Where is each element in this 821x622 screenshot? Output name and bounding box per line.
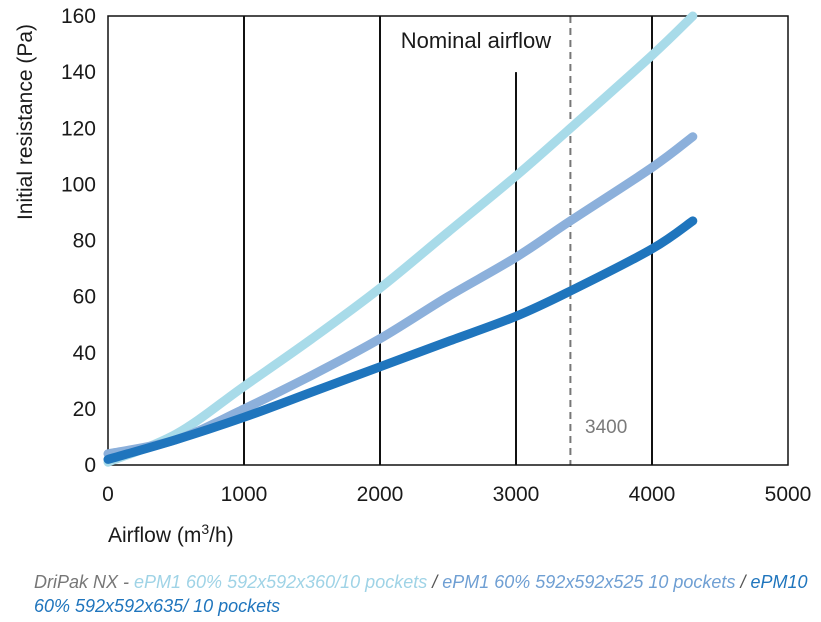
x-tick-label: 1000 xyxy=(221,483,268,506)
x-tick-label: 4000 xyxy=(629,483,676,506)
x-axis-title-end: /h) xyxy=(209,524,234,547)
y-tick-label: 60 xyxy=(73,286,96,309)
x-axis-title-sup: 3 xyxy=(201,521,209,537)
tick-labels: 0 1000 2000 3000 4000 5000 0 20 40 60 80 100 120 140 1… xyxy=(61,5,811,506)
chart: 0 1000 2000 3000 4000 5000 0 20 40 60 80 100 120 140 1… xyxy=(14,5,811,547)
y-tick-label: 20 xyxy=(73,398,96,421)
nominal-airflow-value: 3400 xyxy=(585,417,627,438)
x-axis-title-main: Airflow (m xyxy=(108,524,201,547)
y-tick-label: 120 xyxy=(61,117,96,140)
y-tick-label: 140 xyxy=(61,61,96,84)
series-line-1 xyxy=(103,11,698,467)
y-tick-label: 0 xyxy=(84,454,96,477)
y-axis-title: Initial resistance (Pa) xyxy=(14,24,37,220)
y-tick-label: 40 xyxy=(73,342,96,365)
y-tick-label: 80 xyxy=(73,230,96,253)
series-line-3 xyxy=(103,216,698,464)
legend-entry-1: ePM1 60% 592x592x360/10 pockets xyxy=(134,572,428,592)
legend-prefix: DriPak NX - xyxy=(34,572,135,592)
legend-entry-3: ePM10 60% 592x592x635/ 10 pockets xyxy=(34,572,808,616)
legend-separator-2: / xyxy=(735,572,751,592)
x-axis-title: Airflow (m3/h) xyxy=(108,521,234,547)
legend-entry-2: ePM1 60% 592x592x525 10 pockets xyxy=(442,572,736,592)
y-tick-label: 160 xyxy=(61,5,96,28)
plot-frame xyxy=(107,15,789,466)
legend: DriPak NX - ePM1 60% 592x592x360/10 pock… xyxy=(34,570,821,618)
x-tick-label: 5000 xyxy=(765,483,812,506)
x-tick-label: 0 xyxy=(102,483,114,506)
nominal-airflow-label: Nominal airflow xyxy=(401,28,551,53)
y-tick-label: 100 xyxy=(61,173,96,196)
x-tick-label: 2000 xyxy=(357,483,404,506)
series-lines xyxy=(103,11,698,467)
series-line-2 xyxy=(103,132,698,459)
axes xyxy=(107,15,789,466)
x-tick-label: 3000 xyxy=(493,483,540,506)
legend-separator-1: / xyxy=(427,572,443,592)
